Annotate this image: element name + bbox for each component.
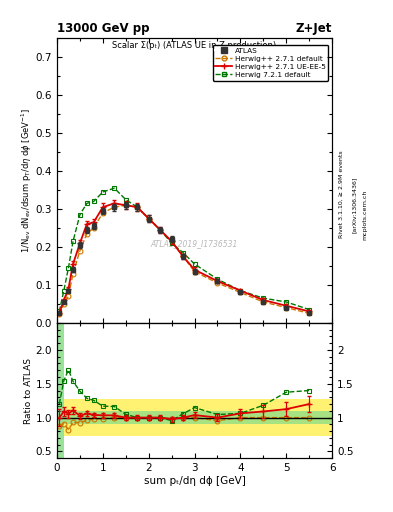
X-axis label: sum pₜ/dη dϕ [GeV]: sum pₜ/dη dϕ [GeV] [143,476,246,486]
Legend: ATLAS, Herwig++ 2.7.1 default, Herwig++ 2.7.1 UE-EE-5, Herwig 7.2.1 default: ATLAS, Herwig++ 2.7.1 default, Herwig++ … [213,45,329,81]
Text: Rivet 3.1.10, ≥ 2.9M events: Rivet 3.1.10, ≥ 2.9M events [339,151,344,239]
Bar [57,323,64,458]
Text: Scalar Σ(pₜ) (ATLAS UE in Z production): Scalar Σ(pₜ) (ATLAS UE in Z production) [112,41,277,50]
Text: 13000 GeV pp: 13000 GeV pp [57,22,149,34]
Text: [arXiv:1306.3436]: [arXiv:1306.3436] [352,177,357,233]
Text: Z+Jet: Z+Jet [296,22,332,34]
Y-axis label: Ratio to ATLAS: Ratio to ATLAS [24,357,33,423]
Y-axis label: 1/N$_{\sf ev}$ dN$_{\sf ev}$/dsum p$_{\sf T}$/d$\eta$ d$\phi$ [GeV$^{-1}$]: 1/N$_{\sf ev}$ dN$_{\sf ev}$/dsum p$_{\s… [20,108,34,253]
Bar [64,399,332,436]
Text: mcplots.cern.ch: mcplots.cern.ch [362,190,367,240]
Bar [64,411,332,424]
Text: ATLAS_2019_I1736531: ATLAS_2019_I1736531 [151,239,238,248]
